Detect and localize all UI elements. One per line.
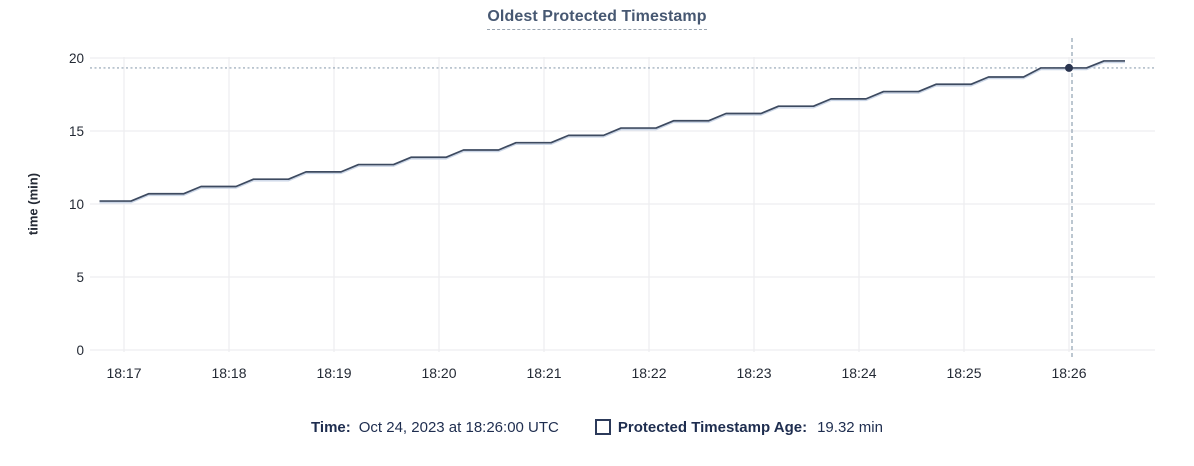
x-tick-label: 18:17 [106,365,141,381]
legend-series-label[interactable]: Protected Timestamp Age: [617,418,808,436]
chart-legend: Time: Oct 24, 2023 at 18:26:00 UTC Prote… [0,413,1194,441]
x-tick-label: 18:22 [631,365,666,381]
chart-header: Oldest Protected Timestamp [0,8,1194,30]
y-tick-label: 15 [69,124,84,139]
hovered-data-point[interactable] [1065,63,1073,72]
x-tick-label: 18:21 [526,365,561,381]
x-tick-label: 18:18 [211,365,246,381]
x-tick-label: 18:19 [316,365,351,381]
y-tick-label: 5 [76,270,84,285]
series-line [99,60,1125,202]
y-tick-label: 10 [69,197,84,212]
legend-series-value: 19.32 min [817,418,883,436]
series-toggle-checkbox[interactable] [594,419,611,435]
legend-time-value: Oct 24, 2023 at 18:26:00 UTC [358,418,559,436]
x-tick-label: 18:26 [1051,365,1086,381]
series-line-glow [99,61,1125,204]
legend-time-label: Time: [311,418,351,436]
x-tick-label: 18:24 [841,365,876,381]
chart-title[interactable]: Oldest Protected Timestamp [487,8,707,30]
x-tick-label: 18:23 [736,365,771,381]
chart-plot-area[interactable]: 0 5 10 15 20 18:17 18:18 18:19 18:20 18:21 18:22 18… [0,0,1194,402]
x-tick-label: 18:25 [946,365,981,381]
y-tick-label: 0 [76,343,84,358]
x-tick-label: 18:20 [421,365,456,381]
y-tick-label: 20 [69,51,84,66]
